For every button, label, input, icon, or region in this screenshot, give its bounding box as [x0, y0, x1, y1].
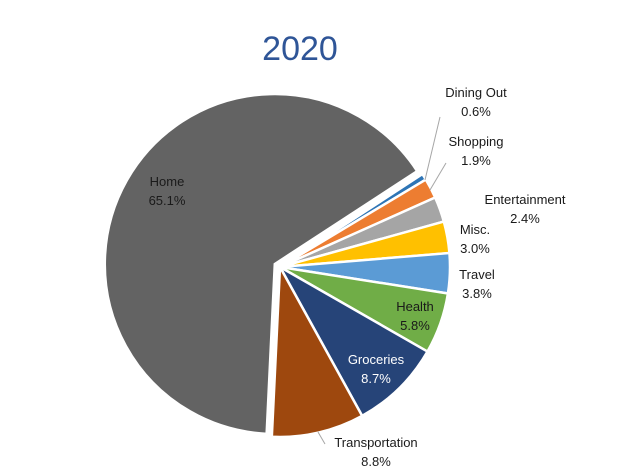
- slice-value-transportation: 8.8%: [361, 454, 391, 469]
- slice-value-home: 65.1%: [149, 193, 186, 208]
- slice-value-misc: 3.0%: [460, 241, 490, 256]
- slice-label-health: Health: [396, 299, 434, 314]
- chart-title: 2020: [262, 30, 338, 68]
- slice-value-health: 5.8%: [400, 318, 430, 333]
- pie-slice-groceries: [276, 263, 430, 418]
- slice-label-groceries: Groceries: [348, 352, 405, 367]
- leader-line-transportation: [317, 431, 326, 445]
- slice-value-entertainment: 2.4%: [510, 211, 540, 226]
- leader-line-shopping: [429, 162, 447, 191]
- slice-label-home: Home: [150, 174, 185, 189]
- slice-label-misc: Misc.: [460, 222, 490, 237]
- slice-label-shopping: Shopping: [449, 134, 504, 149]
- leader-line-dining-out: [424, 116, 441, 181]
- slice-value-dining-out: 0.6%: [461, 104, 491, 119]
- slice-label-dining-out: Dining Out: [445, 85, 507, 100]
- slice-value-shopping: 1.9%: [461, 153, 491, 168]
- slice-label-entertainment: Entertainment: [485, 192, 566, 207]
- slice-value-groceries: 8.7%: [361, 371, 391, 386]
- pie-slice-home: [103, 92, 419, 436]
- slice-label-travel: Travel: [459, 267, 495, 282]
- slice-label-transportation: Transportation: [334, 435, 417, 450]
- slice-value-travel: 3.8%: [462, 286, 492, 301]
